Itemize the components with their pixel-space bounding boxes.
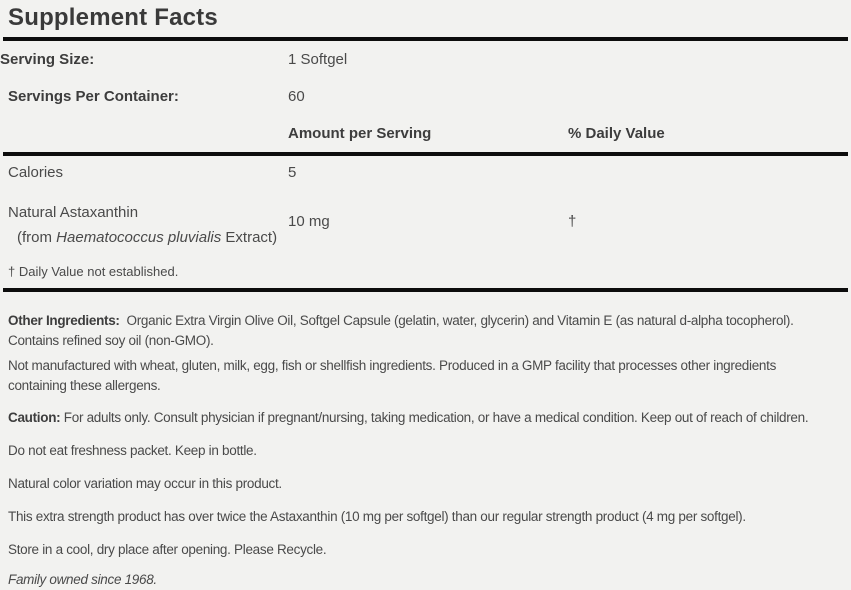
astaxanthin-source-species: Haematococcus pluvialis [56,229,222,246]
caution-paragraph: Caution: For adults only. Consult physic… [8,408,809,428]
amount-per-serving-header: Amount per Serving [288,125,432,142]
strength-paragraph: This extra strength product has over twi… [8,509,746,524]
other-ingredients-text: Organic Extra Virgin Olive Oil, Softgel … [8,313,794,348]
astaxanthin-source-prefix: (from [17,229,57,246]
other-ingredients-paragraph: Other Ingredients: Organic Extra Virgin … [8,311,794,351]
caution-label: Caution: [8,410,61,425]
other-ingredients-label: Other Ingredients: [8,313,120,328]
divider-top [3,37,848,41]
astaxanthin-source-suffix: Extract) [221,229,278,246]
page-title: Supplement Facts [8,4,218,31]
caution-text: For adults only. Consult physician if pr… [60,410,809,425]
astaxanthin-name-line: Natural Astaxanthin [8,204,139,221]
daily-value-header: % Daily Value [568,125,665,142]
servings-per-container-label: Servings Per Container: [8,88,179,105]
astaxanthin-daily-value: † [568,213,577,230]
calories-name: Calories [8,164,64,181]
astaxanthin-source: (from Haematococcus pluvialis Extract) [8,225,277,250]
daily-value-footnote: † Daily Value not established. [8,264,179,279]
serving-size-label: Serving Size: [0,51,95,68]
divider-middle [3,152,848,156]
freshness-paragraph: Do not eat freshness packet. Keep in bot… [8,443,257,458]
allergen-paragraph: Not manufactured with wheat, gluten, mil… [8,358,777,393]
color-variation-paragraph: Natural color variation may occur in thi… [8,476,282,491]
serving-size-row: Serving Size: [0,51,94,68]
astaxanthin-name: Natural Astaxanthin (from Haematococcus … [8,200,277,250]
astaxanthin-amount: 10 mg [288,213,330,230]
servings-per-container-value: 60 [288,88,305,105]
calories-amount: 5 [288,164,297,181]
serving-size-value: 1 Softgel [288,51,348,68]
family-owned-paragraph: Family owned since 1968. [8,572,157,587]
divider-bottom [3,288,848,292]
storage-paragraph: Store in a cool, dry place after opening… [8,542,327,557]
